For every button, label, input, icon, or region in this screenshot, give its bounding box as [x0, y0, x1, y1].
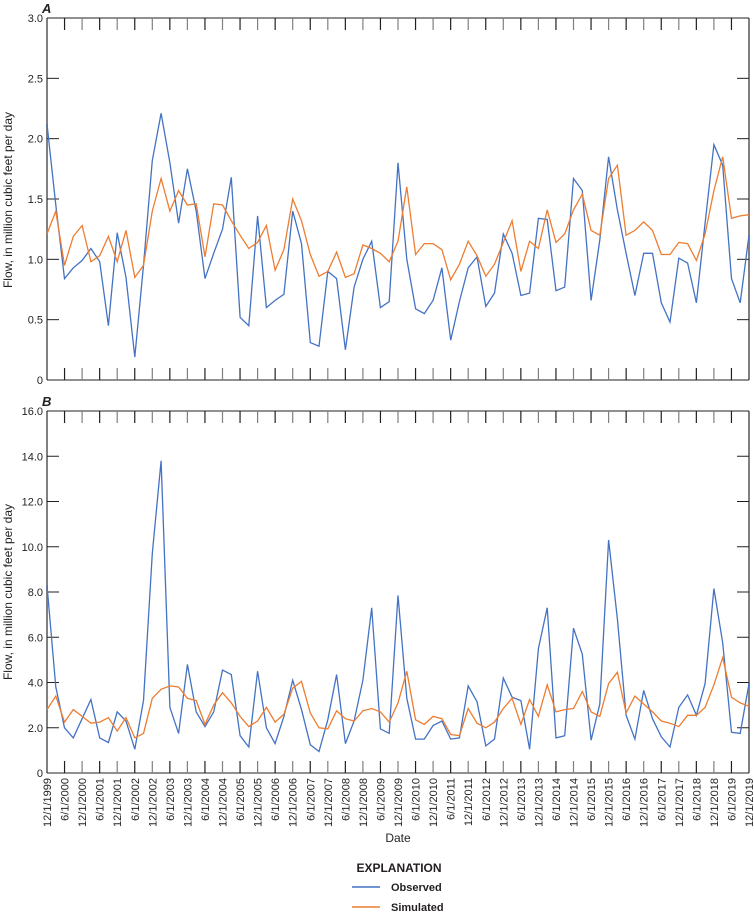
x-tick-label: 6/1/2002 — [130, 778, 142, 821]
x-tick-label: 6/1/2005 — [235, 778, 247, 821]
y-tick-label: 2.5 — [28, 73, 43, 85]
x-tick-label: 12/1/2004 — [218, 778, 230, 827]
x-tick-label: 12/1/2019 — [744, 778, 754, 827]
x-tick-label: 6/1/2006 — [270, 778, 282, 821]
panel-a-label: A — [41, 1, 51, 16]
x-tick-label: 6/1/2015 — [586, 778, 598, 821]
x-tick-label: 12/1/2011 — [463, 778, 475, 826]
x-tick-label: 6/1/2007 — [305, 778, 317, 821]
panel-b-simulated-line — [46, 655, 750, 739]
y-tick-label: 6.0 — [28, 632, 43, 644]
x-tick-label: 12/1/2001 — [112, 778, 124, 827]
x-axis-label: Date — [385, 831, 411, 845]
y-tick-label: 1.0 — [28, 254, 43, 266]
x-tick-label: 12/1/2006 — [288, 778, 300, 827]
y-tick-label: 4.0 — [28, 678, 43, 690]
x-tick-label: 6/1/2001 — [95, 778, 107, 821]
y-tick-label: 0 — [37, 768, 43, 780]
x-tick-label: 12/1/2007 — [323, 778, 335, 827]
x-tick-label: 6/1/2018 — [691, 778, 703, 821]
legend-observed-label: Observed — [391, 882, 442, 894]
panel-a-axes — [46, 17, 750, 381]
panel-b-observed-line — [46, 460, 750, 753]
y-tick-label: 2.0 — [28, 723, 43, 735]
x-tick-label: 12/1/2012 — [498, 778, 510, 827]
x-tick-label: 6/1/2000 — [60, 778, 72, 821]
y-tick-label: 12.0 — [22, 497, 43, 509]
x-tick-label: 6/1/2009 — [375, 778, 387, 821]
panel-a-y-axis-label: Flow, in million cubic feet per day — [1, 112, 15, 288]
panel-b-y-axis-label: Flow, in million cubic feet per day — [1, 504, 15, 680]
x-tick-label: 12/1/2002 — [147, 778, 159, 827]
panel-a-y-tick-labels: 0 0.5 1.0 1.5 2.0 2.5 3.0 — [28, 13, 43, 387]
x-tick-label: 12/1/2016 — [639, 778, 651, 827]
x-tick-label: 6/1/2004 — [200, 778, 212, 821]
panel-b-axes — [46, 410, 750, 774]
panel-b-label: B — [42, 394, 51, 409]
panel-b-y-tick-labels: 0 2.0 4.0 6.0 8.0 10.0 12.0 14.0 16.0 — [22, 406, 43, 780]
panel-a-chart: A 0 0.5 1.0 1.5 2.0 2.5 3.0 Flow, in million c… — [1, 1, 750, 387]
legend-simulated-label: Simulated — [391, 902, 444, 914]
x-tick-label: 12/1/2017 — [674, 778, 686, 827]
x-tick-label: 12/1/2008 — [358, 778, 370, 827]
x-tick-label: 12/1/2009 — [393, 778, 405, 827]
y-tick-label: 3.0 — [28, 13, 43, 25]
x-tick-label: 12/1/2018 — [709, 778, 721, 827]
y-tick-label: 14.0 — [22, 451, 43, 463]
x-tick-label: 12/1/2015 — [604, 778, 616, 827]
x-tick-label: 12/1/2013 — [533, 778, 545, 827]
panel-b-chart: B 0 2.0 4.0 6.0 8.0 10.0 12.0 14.0 16.0 Flow, in… — [1, 394, 750, 780]
legend: EXPLANATION Observed Simulated — [352, 861, 444, 914]
x-tick-label: 12/1/2014 — [569, 778, 581, 827]
x-tick-label: 6/1/2011 — [446, 778, 458, 820]
x-tick-label: 6/1/2014 — [551, 778, 563, 821]
x-tick-label: 6/1/2017 — [656, 778, 668, 821]
x-tick-label: 12/1/2003 — [182, 778, 194, 827]
y-tick-label: 16.0 — [22, 406, 43, 418]
y-tick-label: 1.5 — [28, 194, 43, 206]
x-tick-label: 6/1/2016 — [621, 778, 633, 821]
y-tick-label: 10.0 — [22, 542, 43, 554]
x-axis-tick-labels: 12/1/1999 6/1/2000 12/1/2000 6/1/2001 12/1/2… — [42, 778, 754, 827]
x-tick-label: 6/1/2003 — [165, 778, 177, 821]
y-tick-label: 2.0 — [28, 134, 43, 146]
x-tick-label: 6/1/2010 — [411, 778, 423, 821]
x-tick-label: 6/1/2012 — [481, 778, 493, 821]
x-tick-label: 12/1/2010 — [428, 778, 440, 827]
panel-a-simulated-line — [46, 156, 750, 282]
y-tick-label: 0.5 — [28, 315, 43, 327]
panel-a-observed-line — [46, 113, 750, 358]
x-tick-label: 12/1/2005 — [253, 778, 265, 827]
y-tick-label: 0 — [37, 375, 43, 387]
x-tick-label: 6/1/2019 — [726, 778, 738, 821]
y-tick-label: 8.0 — [28, 587, 43, 599]
x-tick-label: 6/1/2008 — [340, 778, 352, 821]
x-tick-label: 6/1/2013 — [516, 778, 528, 821]
legend-title: EXPLANATION — [356, 861, 441, 875]
x-tick-label: 12/1/1999 — [42, 778, 54, 827]
x-tick-label: 12/1/2000 — [77, 778, 89, 827]
